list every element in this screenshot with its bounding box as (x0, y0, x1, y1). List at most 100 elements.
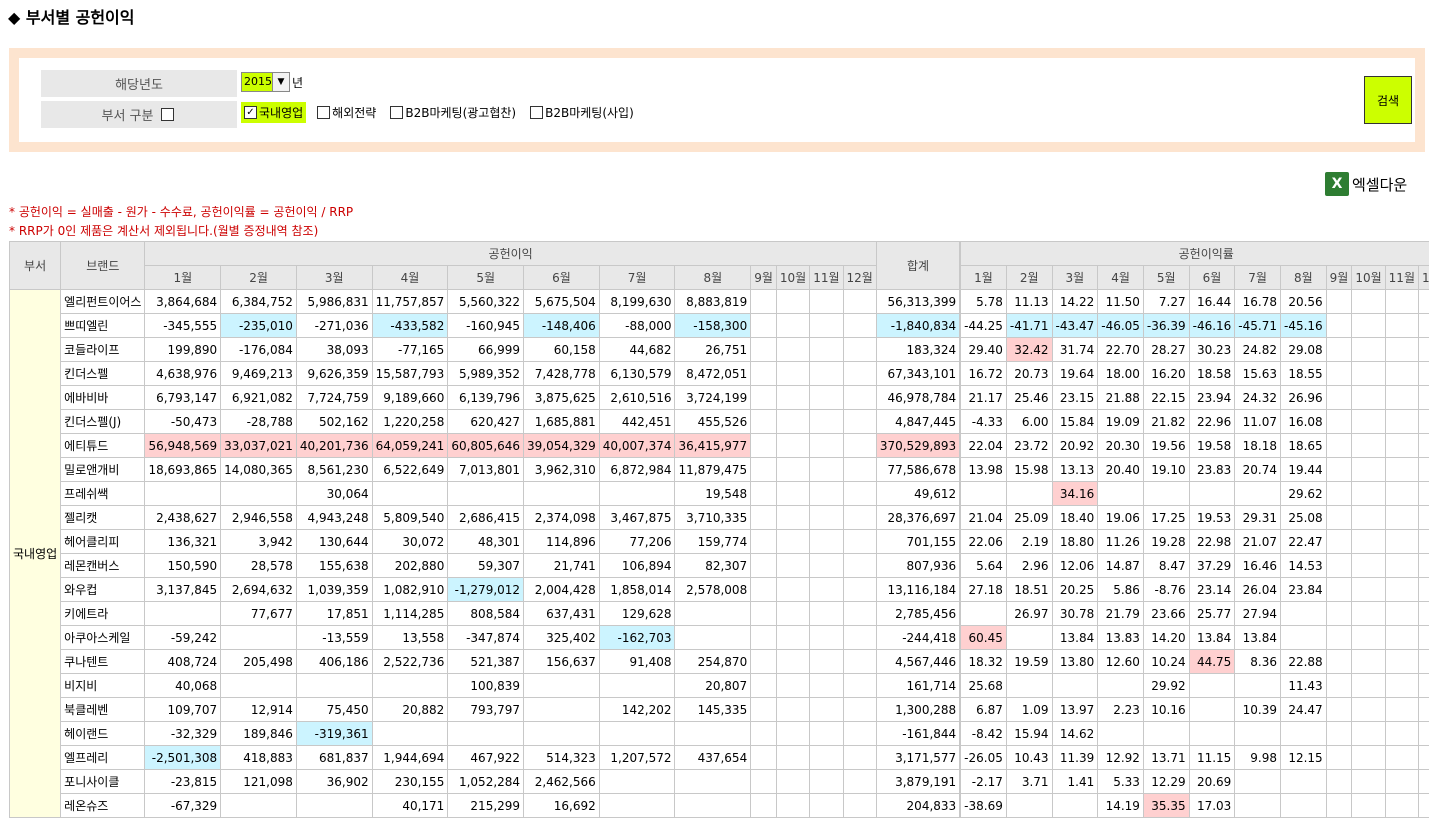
checkbox[interactable] (530, 106, 544, 119)
brand-cell[interactable]: 킨더스펠 (60, 361, 146, 386)
profit-total-cell: 77,586,678 (875, 457, 961, 482)
rate-cell: 20.30 (1097, 433, 1144, 458)
profit-cell (220, 793, 297, 818)
select-all-checkbox[interactable] (161, 108, 175, 121)
brand-cell[interactable]: 쁘띠엘린 (60, 313, 146, 338)
gap (959, 457, 961, 482)
rate-cell: 20.69 (1188, 769, 1236, 794)
brand-cell[interactable]: 엘리펀트이어스 (60, 289, 146, 314)
rate-cell (1417, 769, 1429, 794)
rate-cell (1417, 721, 1429, 746)
search-button[interactable]: 검색 (1364, 76, 1412, 124)
brand-cell[interactable]: 코들라이프 (60, 337, 146, 362)
year-select[interactable]: 2015 ▼ 년 (241, 72, 303, 92)
dept-option-overseas[interactable]: 해외전략 (314, 102, 379, 123)
chevron-down-icon[interactable]: ▼ (273, 72, 290, 92)
brand-cell[interactable]: 에바비바 (60, 385, 146, 410)
rate-month-header: 2월 (1005, 265, 1053, 290)
rate-cell: -26.05 (960, 745, 1007, 770)
brand-cell[interactable]: 헤어클리피 (60, 529, 146, 554)
profit-cell: 7,428,778 (523, 361, 600, 386)
profit-cell: 3,710,335 (674, 505, 752, 530)
dept-option-label: B2B마케팅(광고협찬) (405, 106, 517, 120)
profit-cell: 2,462,566 (523, 769, 600, 794)
brand-cell[interactable]: 밀로앤개비 (60, 457, 146, 482)
brand-cell[interactable]: 킨더스펠(J) (60, 409, 146, 434)
gap (959, 649, 961, 674)
rate-cell: -8.76 (1142, 577, 1190, 602)
profit-cell: -23,815 (144, 769, 222, 794)
rate-cell: -44.25 (960, 313, 1007, 338)
profit-cell (842, 289, 877, 314)
profit-cell: -59,242 (144, 625, 222, 650)
profit-cell (750, 793, 777, 818)
brand-cell[interactable]: 레몬캔버스 (60, 553, 146, 578)
profit-month-header: 11월 (809, 265, 844, 290)
profit-cell: -433,582 (371, 313, 449, 338)
brand-cell[interactable]: 포니사이클 (60, 769, 146, 794)
profit-cell (674, 625, 752, 650)
rate-cell: 6.87 (960, 697, 1007, 722)
profit-cell: 48,301 (447, 529, 525, 554)
profit-cell (809, 481, 844, 506)
brand-cell[interactable]: 아쿠아스케일 (60, 625, 146, 650)
brand-header: 브랜드 (60, 241, 146, 290)
checkbox[interactable] (317, 106, 331, 119)
profit-cell (523, 721, 600, 746)
profit-cell: 82,307 (674, 553, 752, 578)
rate-cell: 2.19 (1005, 529, 1053, 554)
rate-cell (1188, 481, 1236, 506)
year-value[interactable]: 2015 (241, 72, 273, 92)
profit-cell: 136,321 (144, 529, 222, 554)
rate-cell (1234, 481, 1281, 506)
brand-cell[interactable]: 키에트라 (60, 601, 146, 626)
rate-cell (1417, 793, 1429, 818)
profit-cell (750, 409, 777, 434)
rate-cell (1325, 769, 1353, 794)
brand-cell[interactable]: 헤이랜드 (60, 721, 146, 746)
profit-cell: 521,387 (447, 649, 525, 674)
profit-cell: 60,158 (523, 337, 600, 362)
profit-cell: 637,431 (523, 601, 600, 626)
profit-cell: 5,989,352 (447, 361, 525, 386)
dept-option-domestic[interactable]: ✓ 국내영업 (241, 102, 307, 123)
profit-cell (775, 409, 811, 434)
rate-cell (1417, 457, 1429, 482)
rate-cell (1325, 289, 1353, 314)
rate-cell: 10.39 (1234, 697, 1281, 722)
profit-cell: -160,945 (447, 313, 525, 338)
brand-cell[interactable]: 쿠나텐트 (60, 649, 146, 674)
brand-cell[interactable]: 북클레벤 (60, 697, 146, 722)
profit-cell: 793,797 (447, 697, 525, 722)
brand-cell[interactable]: 레온슈즈 (60, 793, 146, 818)
brand-cell[interactable]: 와우컵 (60, 577, 146, 602)
profit-cell: 121,098 (220, 769, 297, 794)
brand-cell[interactable]: 엘프레리 (60, 745, 146, 770)
rate-cell: 11.50 (1097, 289, 1144, 314)
rate-cell: 14.19 (1097, 793, 1144, 818)
profit-cell: 2,578,008 (674, 577, 752, 602)
rate-cell (1351, 361, 1386, 386)
brand-cell[interactable]: 에티튜드 (60, 433, 146, 458)
profit-cell (750, 577, 777, 602)
profit-cell: 254,870 (674, 649, 752, 674)
rate-cell: 16.44 (1188, 289, 1236, 314)
dept-option-b2b-ad[interactable]: B2B마케팅(광고협찬) (387, 102, 519, 123)
rate-cell: 12.29 (1142, 769, 1190, 794)
rate-cell (1005, 625, 1053, 650)
profit-cell (809, 385, 844, 410)
rate-cell (1351, 577, 1386, 602)
profit-cell (809, 337, 844, 362)
checkbox[interactable] (390, 106, 404, 119)
brand-cell[interactable]: 비지비 (60, 673, 146, 698)
rate-cell (1325, 577, 1353, 602)
profit-cell: -345,555 (144, 313, 222, 338)
checkbox[interactable]: ✓ (244, 106, 257, 119)
excel-download-button[interactable]: X 엑셀다운 (1325, 172, 1407, 196)
dept-option-b2b-purchase[interactable]: B2B마케팅(사입) (527, 102, 637, 123)
profit-cell: 159,774 (674, 529, 752, 554)
rate-cell: 19.64 (1051, 361, 1099, 386)
brand-cell[interactable]: 젤리캣 (60, 505, 146, 530)
brand-cell[interactable]: 프레쉬쌕 (60, 481, 146, 506)
